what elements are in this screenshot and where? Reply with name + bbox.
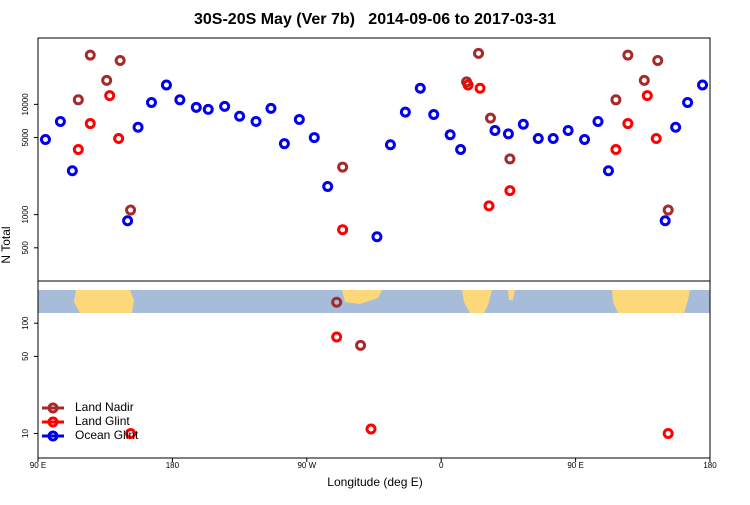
marker [483,200,495,212]
marker [650,133,662,145]
marker [365,423,377,435]
marker [697,79,709,91]
y-tick-label: 100 [21,316,30,330]
marker [234,110,246,122]
marker [174,94,186,106]
marker [502,128,514,140]
marker [462,79,474,91]
marker [125,204,137,216]
marker [610,94,622,106]
marker [337,224,349,236]
y-tick-label: 500 [21,241,30,255]
marker [547,133,559,145]
marker [337,161,349,173]
chart-title: 30S-20S May (Ver 7b) 2014-09-06 to 2017-… [194,11,556,28]
marker [504,153,516,165]
marker [101,74,113,86]
map-strip [38,290,710,313]
legend-label: Ocean Glint [75,428,139,442]
marker [265,102,277,114]
marker [641,90,653,102]
marker [322,180,334,192]
x-axis-label: Longitude (deg E) [327,475,422,489]
x-tick-label: 90 W [297,461,316,470]
marker [331,296,343,308]
legend-label: Land Glint [75,414,130,428]
y-tick-label: 10000 [21,93,30,116]
marker [113,133,125,145]
y-axis-label: N Total [0,226,13,263]
marker [659,215,671,227]
marker [652,55,664,67]
legend-marker [47,402,59,414]
marker [145,96,157,108]
marker [355,339,367,351]
marker [278,138,290,150]
marker [622,49,634,61]
marker [190,101,202,113]
marker [308,132,320,144]
marker [662,428,674,440]
marker [114,55,126,67]
marker [132,121,144,133]
x-tick-label: 180 [703,461,717,470]
marker [39,134,51,146]
marker [562,124,574,136]
marker [622,118,634,130]
x-tick-label: 0 [439,461,444,470]
marker [414,82,426,94]
marker [662,204,674,216]
marker [532,133,544,145]
marker [331,331,343,343]
marker [122,215,134,227]
marker [66,165,78,177]
marker [473,47,485,59]
y-tick-label: 10 [21,429,30,438]
marker [104,90,116,102]
marker [371,231,383,243]
marker [489,124,501,136]
marker [84,49,96,61]
y-tick-label: 5000 [21,128,30,146]
legend-label: Land Nadir [75,400,134,414]
marker [84,118,96,130]
marker [72,143,84,155]
marker [592,115,604,127]
marker [384,139,396,151]
y-tick-label: 1000 [21,205,30,223]
marker [219,100,231,112]
marker [484,112,496,124]
x-tick-label: 180 [166,461,180,470]
marker [579,134,591,146]
legend-marker [47,430,59,442]
marker [72,94,84,106]
marker [638,74,650,86]
y-tick-label: 50 [21,351,30,360]
plot-frame [37,37,711,459]
marker [517,118,529,130]
marker [504,185,516,197]
marker [399,106,411,118]
marker [474,82,486,94]
marker [125,428,137,440]
marker [160,79,172,91]
marker [602,165,614,177]
marker [54,115,66,127]
x-tick-label: 90 E [30,461,46,470]
marker [682,96,694,108]
marker [250,115,262,127]
marker [202,103,214,115]
marker [293,113,305,125]
marker [428,108,440,120]
legend-marker [47,416,59,428]
x-tick-label: 90 E [567,461,583,470]
marker [610,143,622,155]
marker [444,129,456,141]
marker [670,121,682,133]
marker [455,143,467,155]
